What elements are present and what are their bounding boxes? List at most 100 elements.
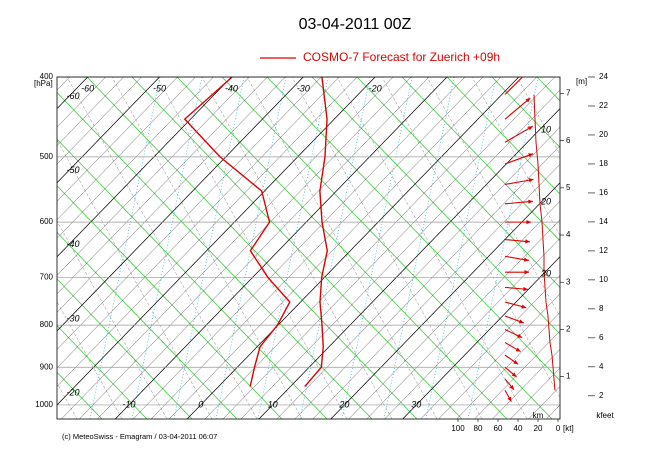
dry-adiabat xyxy=(356,77,560,288)
profile-line xyxy=(183,77,291,387)
wind-arrow xyxy=(504,315,524,324)
legend-label: COSMO-7 Forecast for Zuerich +09h xyxy=(303,50,500,64)
kfeet-tick-label: 18 xyxy=(599,159,608,168)
y-tick-label: 1000 xyxy=(35,400,53,409)
isotherm xyxy=(186,77,520,419)
isotherm-minor xyxy=(294,145,560,419)
wind-arrow xyxy=(504,199,533,205)
kfeet-tick-label: 4 xyxy=(599,362,604,371)
isotherm-minor xyxy=(57,77,178,202)
km-tick-label: 6 xyxy=(566,136,571,145)
isotherm-label-top: -50 xyxy=(153,83,166,93)
isotherm-minor xyxy=(0,77,34,419)
y-tick-label: 800 xyxy=(40,320,54,329)
isotherm-minor xyxy=(151,77,484,419)
isotherm-label-top: -60 xyxy=(81,83,94,93)
mixing-ratio xyxy=(215,77,287,419)
wind-arrow-head xyxy=(526,219,531,225)
wind-arrow-shaft xyxy=(504,97,531,120)
km-tick-label: 4 xyxy=(566,230,571,239)
wind-tick-label: 0 xyxy=(556,424,561,433)
dry-adiabat xyxy=(582,77,650,419)
dry-adiabat xyxy=(57,91,373,419)
right-label: 30 xyxy=(541,268,551,278)
wind-arrow xyxy=(504,255,529,262)
wind-arrow-head xyxy=(523,257,529,262)
isotherm-label-left: -60 xyxy=(66,91,79,101)
wind-arrow-head xyxy=(528,153,534,158)
dry-adiabat xyxy=(401,77,560,242)
dry-adiabat xyxy=(57,278,193,419)
isotherm-minor xyxy=(240,89,560,419)
isotherm-minor xyxy=(456,312,560,419)
isotherm-minor xyxy=(57,77,124,146)
isotherm-minor xyxy=(57,77,322,350)
isotherm-minor xyxy=(222,77,555,419)
isotherm-minor xyxy=(57,77,142,165)
wind-arrow xyxy=(504,301,527,309)
isotherm-label-bottom: 10 xyxy=(268,399,278,409)
isotherm xyxy=(57,77,160,184)
frame xyxy=(56,76,561,420)
isotherm-minor xyxy=(57,77,286,313)
plot-area xyxy=(183,77,556,402)
kfeet-tick-label: 12 xyxy=(599,246,608,255)
wind-tick-label: 40 xyxy=(514,424,523,433)
moist-adiabat xyxy=(0,77,32,419)
dry-adiabat xyxy=(266,77,560,382)
dry-adiabat xyxy=(131,77,463,419)
wind-arrow xyxy=(504,97,531,120)
y-tick-label: 500 xyxy=(40,152,54,161)
isotherm-minor xyxy=(0,77,16,419)
wind-arrow-head xyxy=(521,304,527,309)
mixing-ratio xyxy=(341,77,413,419)
y-tick-label: 400 xyxy=(40,72,54,81)
wind-arrow-shaft xyxy=(504,200,533,205)
isotherm-minor xyxy=(402,256,560,419)
wind-arrow-head xyxy=(528,178,534,183)
wind-arrow-head xyxy=(524,270,529,275)
wind-speed-line xyxy=(533,94,556,391)
dry-adiabat xyxy=(491,77,560,149)
isotherm-minor xyxy=(79,77,412,419)
isotherm-label-bottom: 30 xyxy=(411,399,421,409)
isotherm-minor xyxy=(57,77,232,258)
isotherm-minor xyxy=(57,77,340,369)
wind-arrow xyxy=(504,329,523,339)
isotherm-minor xyxy=(582,77,650,419)
wind-tick-label: 80 xyxy=(474,424,483,433)
kfeet-tick-label: 14 xyxy=(599,217,608,226)
wind-tick-label: 20 xyxy=(534,424,543,433)
isotherm xyxy=(57,77,232,258)
wind-arrow xyxy=(504,239,530,244)
dry-adiabat xyxy=(536,77,560,102)
kfeet-tick-label: 20 xyxy=(599,130,608,139)
isotherm-minor xyxy=(97,77,430,419)
wind-tick-label: 60 xyxy=(494,424,503,433)
isotherm-minor xyxy=(133,77,466,419)
isotherm-label-left: -30 xyxy=(66,313,79,323)
dry-adiabat xyxy=(57,325,148,419)
wind-arrow xyxy=(504,77,524,95)
wind-arrow xyxy=(505,219,531,225)
wind-arrow xyxy=(504,378,515,391)
isotherm-minor xyxy=(57,77,160,184)
y-tick-label: 900 xyxy=(40,362,54,371)
mixing-ratio xyxy=(131,77,203,419)
isotherm-label-bottom: 0 xyxy=(198,399,203,409)
isotherm xyxy=(402,256,560,419)
isotherm-label-left: -20 xyxy=(66,387,79,397)
kfeet-tick-label: 8 xyxy=(599,304,604,313)
footer: (c) MeteoSwiss - Emagram / 03-04-2011 06… xyxy=(62,432,217,441)
mixing-ratio xyxy=(383,77,455,419)
wind-arrow xyxy=(504,178,534,185)
right-label: 20 xyxy=(540,196,551,206)
km-tick-label: 1 xyxy=(566,372,571,381)
dry-adiabat xyxy=(311,77,560,335)
isotherm-minor xyxy=(492,349,560,419)
isotherm-label-left: -40 xyxy=(66,239,79,249)
wind-arrow-head xyxy=(513,359,519,365)
wind-arrow-head xyxy=(507,396,512,402)
isotherm-label-top: -40 xyxy=(225,83,238,93)
moist-adiabat xyxy=(57,301,123,419)
